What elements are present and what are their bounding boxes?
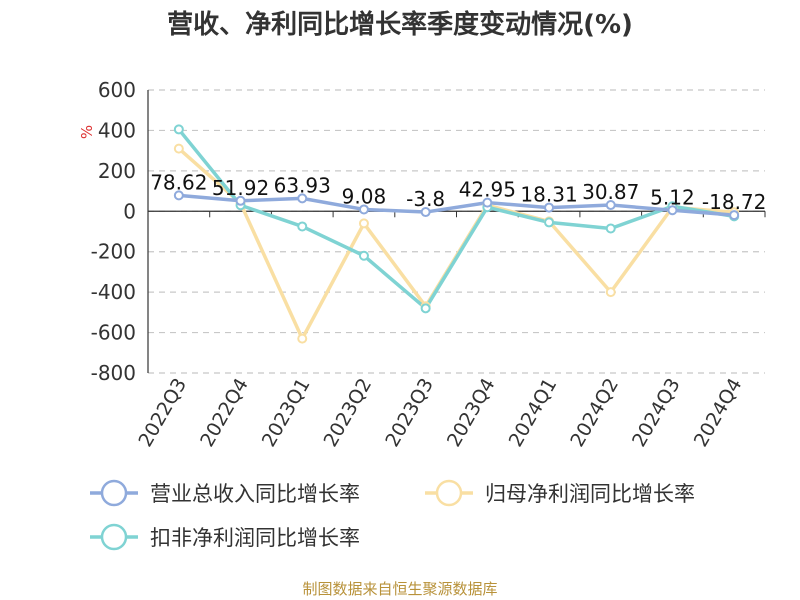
data-point bbox=[729, 210, 740, 221]
series-line bbox=[177, 128, 735, 311]
legend-item: 营业总收入同比增长率 bbox=[90, 479, 360, 507]
series-lines bbox=[177, 128, 735, 341]
x-tick-label: 2023Q3 bbox=[381, 375, 438, 451]
x-tick-label: 2024Q1 bbox=[505, 375, 562, 451]
data-point bbox=[605, 223, 616, 234]
y-tick-label: 600 bbox=[98, 78, 136, 102]
data-label: 30.87 bbox=[582, 180, 639, 204]
source-footer: 制图数据来自恒生聚源数据库 bbox=[302, 580, 498, 598]
data-point bbox=[420, 303, 431, 314]
x-tick-labels: 2022Q3 2022Q4 2023Q1 2023Q2 2023Q3 2023Q4 2024… bbox=[134, 375, 746, 451]
chart-title: 营收、净利同比增长率季度变动情况(%) bbox=[167, 10, 633, 40]
data-label: -3.8 bbox=[406, 187, 445, 211]
legend-label: 营业总收入同比增长率 bbox=[150, 482, 360, 506]
x-tick-label: 2023Q4 bbox=[443, 375, 500, 451]
y-tick-label: -800 bbox=[91, 361, 136, 385]
data-label: 78.62 bbox=[150, 170, 207, 194]
y-tick-label: -200 bbox=[91, 240, 136, 264]
data-label: 63.93 bbox=[274, 173, 331, 197]
data-point bbox=[297, 193, 308, 204]
data-point bbox=[173, 124, 184, 135]
data-point bbox=[173, 143, 184, 154]
legend-marker bbox=[435, 479, 463, 507]
data-point bbox=[297, 333, 308, 344]
data-point bbox=[667, 205, 678, 216]
legend-marker bbox=[100, 523, 128, 551]
data-label: 9.08 bbox=[342, 184, 387, 208]
x-tick-label: 2024Q3 bbox=[628, 375, 685, 451]
y-tick-label: -600 bbox=[91, 321, 136, 345]
x-tick-label: 2023Q2 bbox=[320, 375, 377, 451]
data-point bbox=[358, 218, 369, 229]
x-tick-label: 2024Q4 bbox=[690, 375, 747, 451]
data-point bbox=[358, 250, 369, 261]
x-tick-label: 2023Q1 bbox=[258, 375, 315, 451]
legend-item: 归母净利润同比增长率 bbox=[425, 479, 695, 507]
data-labels: 78.62 51.92 63.93 9.08 -3.8 42.95 18.31 30.87 5.… bbox=[150, 170, 766, 214]
legend-label: 扣非净利润同比增长率 bbox=[150, 526, 360, 550]
y-tick-label: 0 bbox=[123, 199, 136, 223]
y-tick-label: 200 bbox=[98, 159, 136, 183]
data-point bbox=[605, 200, 616, 211]
data-point bbox=[235, 195, 246, 206]
data-point bbox=[544, 217, 555, 228]
data-point bbox=[605, 287, 616, 298]
data-label: 18.31 bbox=[520, 183, 577, 207]
data-label: -18.72 bbox=[702, 190, 766, 214]
data-point bbox=[173, 190, 184, 201]
data-point bbox=[358, 204, 369, 215]
data-point bbox=[482, 197, 493, 208]
series-line bbox=[178, 193, 735, 217]
y-tick-label: -400 bbox=[91, 280, 136, 304]
data-label: 51.92 bbox=[212, 176, 269, 200]
y-tick-label: 400 bbox=[98, 118, 136, 142]
legend-label: 归母净利润同比增长率 bbox=[485, 482, 695, 506]
data-point bbox=[297, 221, 308, 232]
x-tick-label: 2022Q4 bbox=[196, 375, 253, 451]
data-label: 5.12 bbox=[650, 185, 695, 209]
data-label: 42.95 bbox=[459, 178, 516, 202]
series-points bbox=[173, 124, 740, 344]
y-tick-labels: 600 400 200 0 -200 -400 -600 -800 bbox=[91, 78, 136, 385]
grid-lines bbox=[148, 89, 765, 374]
y-axis-label: % bbox=[78, 125, 96, 139]
data-point bbox=[420, 207, 431, 218]
legend-marker bbox=[100, 479, 128, 507]
x-tick-label: 2024Q2 bbox=[566, 375, 623, 451]
legend-item: 扣非净利润同比增长率 bbox=[90, 523, 360, 551]
x-tick-label: 2022Q3 bbox=[134, 375, 191, 451]
data-point bbox=[544, 202, 555, 213]
